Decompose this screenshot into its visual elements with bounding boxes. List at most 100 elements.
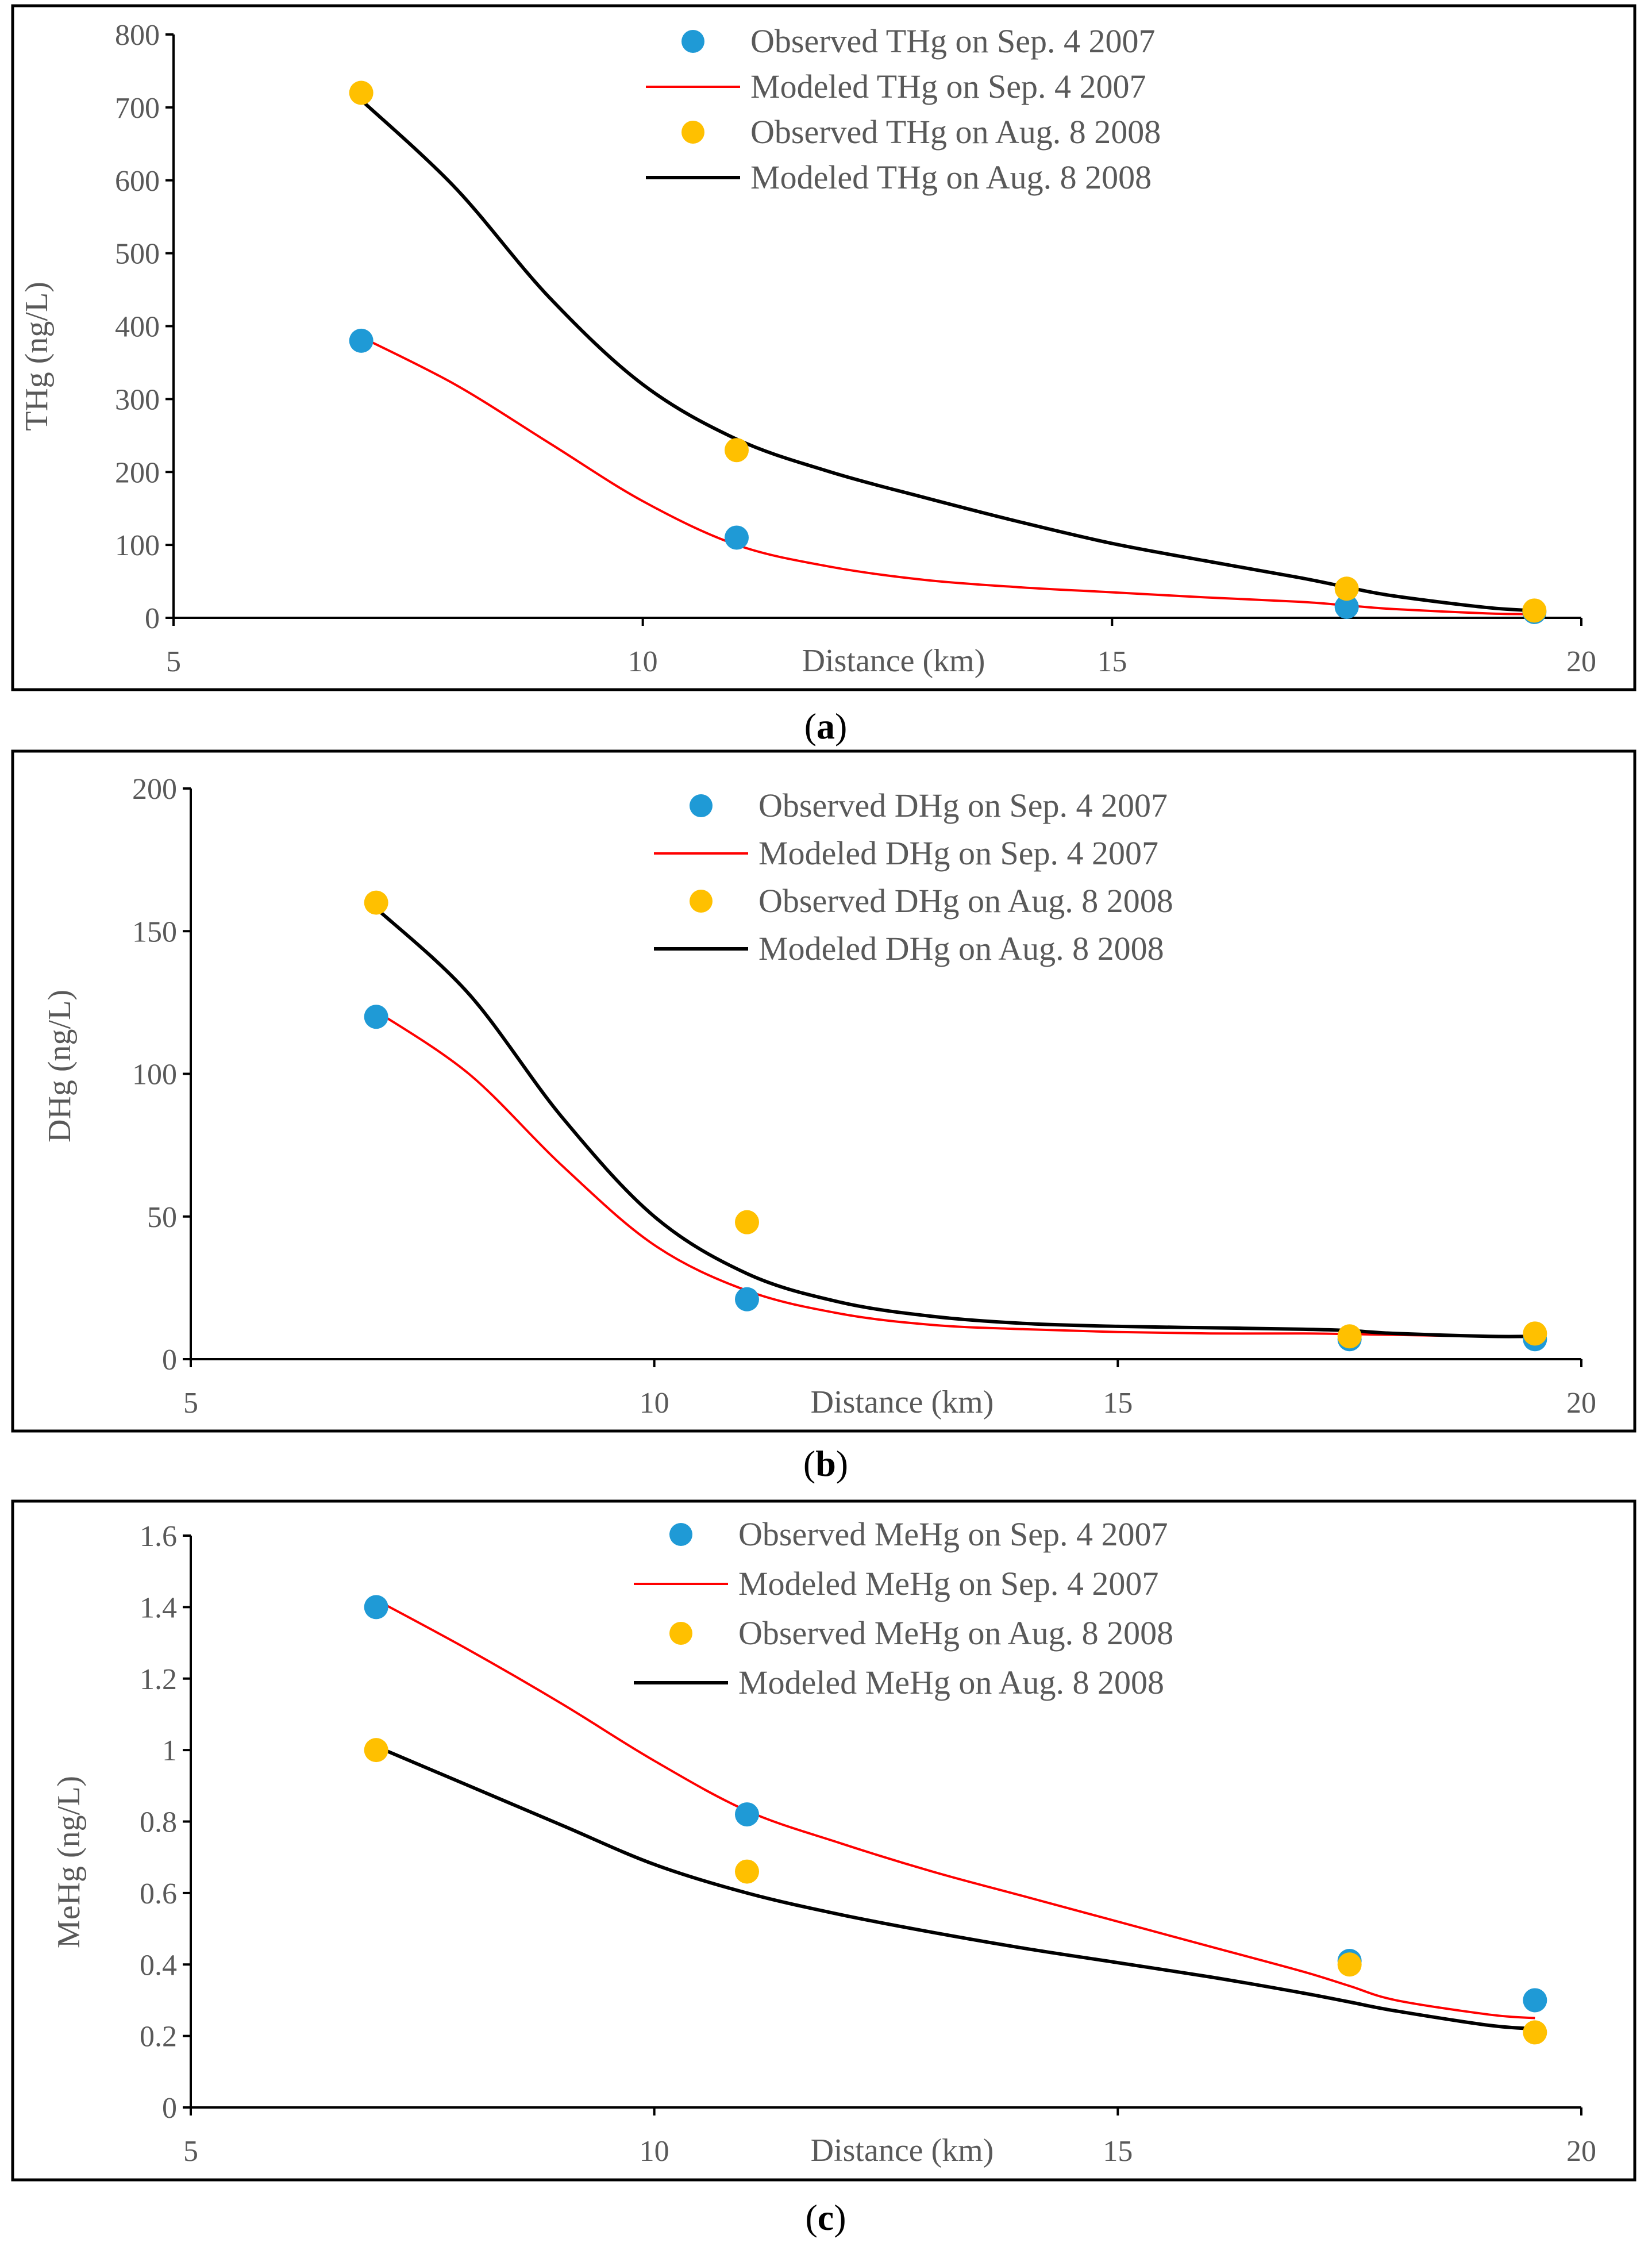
y-tick-label: 100: [132, 1059, 177, 1091]
legend-label-1: Modeled MeHg on Sep. 4 2007: [738, 1565, 1158, 1602]
panel-caption: (a): [804, 706, 848, 747]
legend-marker-0: [690, 794, 713, 817]
chart-panel-a: 0 100 200 300 400 500 600 700 800 5 10 15 20 Distance…: [11, 4, 1636, 747]
caption-paren-open: (: [805, 2197, 817, 2238]
y-tick-label: 0: [162, 2092, 177, 2125]
y-axis-label: THg (ng/L): [19, 282, 55, 431]
legend-label-3: Modeled THg on Aug. 8 2008: [750, 159, 1152, 196]
y-tick-label: 200: [132, 773, 177, 806]
panel-frame: [11, 1499, 1636, 2182]
data-point-2-1: [735, 1210, 759, 1234]
data-point-2-3: [1523, 2020, 1547, 2045]
legend-label-2: Observed MeHg on Aug. 8 2008: [738, 1614, 1173, 1652]
legend-marker-2: [681, 121, 704, 144]
x-axis-label: Distance (km): [811, 1384, 994, 1420]
caption-paren-close: ): [834, 2197, 846, 2238]
series-line-3: [375, 1745, 1535, 2031]
caption-paren-open: (: [804, 706, 817, 747]
y-tick-label: 1.4: [140, 1591, 177, 1624]
x-tick-label: 5: [183, 1387, 198, 1420]
caption-paren-close: ): [836, 1443, 848, 1484]
data-point-2-0: [349, 80, 373, 105]
y-tick-label: 50: [147, 1201, 177, 1234]
y-tick-label: 500: [115, 238, 160, 271]
x-tick-label: 20: [1566, 645, 1596, 678]
panel-frame: [11, 4, 1636, 691]
y-tick-label: 100: [115, 529, 160, 562]
legend-label-0: Observed MeHg on Sep. 4 2007: [738, 1516, 1168, 1553]
x-tick-label: 20: [1566, 1387, 1596, 1420]
x-tick-label: 10: [628, 645, 658, 678]
y-tick-label: 150: [132, 916, 177, 948]
legend-label-0: Observed DHg on Sep. 4 2007: [758, 787, 1168, 824]
legend: Observed MeHg on Sep. 4 2007 Modeled MeHg…: [634, 1516, 1173, 1701]
x-tick-label: 15: [1097, 645, 1127, 678]
legend-label-0: Observed THg on Sep. 4 2007: [750, 22, 1156, 60]
y-tick-label: 0.8: [140, 1806, 177, 1839]
y-axis-label: DHg (ng/L): [42, 990, 78, 1143]
legend-label-1: Modeled THg on Sep. 4 2007: [750, 68, 1146, 105]
x-tick-label: 20: [1566, 2135, 1596, 2168]
data-point-2-2: [1337, 1324, 1362, 1349]
panel-caption: (c): [805, 2197, 846, 2238]
y-tick-label: 0.2: [140, 2021, 177, 2053]
data-point-0-0: [349, 328, 373, 353]
y-tick-label: 1: [162, 1734, 177, 1767]
data-point-0-0: [364, 1005, 388, 1029]
legend-marker-0: [669, 1523, 692, 1546]
x-tick-label: 15: [1103, 2135, 1133, 2168]
data-point-0-3: [1523, 1988, 1547, 2013]
chart-panel-c: 0 0.2 0.4 0.6 0.8 1 1.2 1.4 1.6 5 10 15 20 Distance (…: [11, 1499, 1636, 2238]
y-tick-label: 0.4: [140, 1949, 177, 1982]
x-tick-label: 5: [166, 645, 181, 678]
y-tick-label: 0: [162, 1344, 177, 1376]
x-axis-label: Distance (km): [811, 2133, 994, 2168]
data-point-2-0: [364, 1738, 388, 1763]
x-tick-label: 10: [640, 1387, 669, 1420]
y-tick-label: 700: [115, 92, 160, 125]
legend-marker-2: [669, 1622, 692, 1645]
x-tick-label: 5: [183, 2135, 198, 2168]
y-tick-label: 400: [115, 311, 160, 344]
data-point-0-1: [735, 1802, 759, 1827]
caption-paren-open: (: [803, 1443, 815, 1484]
x-tick-label: 10: [640, 2135, 669, 2168]
y-tick-label: 800: [115, 19, 160, 52]
data-point-0-2: [1334, 594, 1359, 619]
legend-label-3: Modeled DHg on Aug. 8 2008: [758, 930, 1164, 967]
legend-label-3: Modeled MeHg on Aug. 8 2008: [738, 1664, 1164, 1701]
legend-label-2: Observed THg on Aug. 8 2008: [750, 113, 1161, 151]
y-tick-label: 200: [115, 456, 160, 489]
data-point-0-0: [364, 1595, 388, 1620]
legend-marker-0: [681, 30, 704, 53]
caption-paren-close: ): [835, 706, 847, 747]
data-point-2-2: [1334, 576, 1359, 601]
legend-marker-2: [690, 890, 713, 913]
y-tick-label: 300: [115, 383, 160, 416]
y-tick-label: 1.6: [140, 1520, 177, 1553]
panel-frame: [11, 749, 1636, 1433]
data-point-2-3: [1523, 1321, 1547, 1346]
y-tick-label: 600: [115, 165, 160, 198]
legend-label-2: Observed DHg on Aug. 8 2008: [758, 882, 1173, 920]
series-line-3: [375, 907, 1535, 1338]
data-point-0-1: [725, 525, 749, 550]
chart-panel-b: 0 50 100 150 200 5 10 15 20 Distance (km) DHg (ng/…: [11, 749, 1636, 1484]
data-point-2-2: [1337, 1952, 1362, 1977]
series-line-1: [360, 336, 1535, 616]
series-line-1: [375, 1599, 1535, 2020]
data-point-0-1: [735, 1287, 759, 1311]
legend: Observed DHg on Sep. 4 2007 Modeled DHg o…: [654, 787, 1173, 967]
legend: Observed THg on Sep. 4 2007 Modeled THg o…: [646, 22, 1161, 196]
x-tick-label: 15: [1103, 1387, 1133, 1420]
series-line-1: [375, 1010, 1535, 1338]
y-tick-label: 0: [145, 602, 160, 635]
y-axis-label: MeHg (ng/L): [51, 1776, 87, 1948]
x-axis-label: Distance (km): [802, 643, 985, 679]
caption-letter: a: [817, 706, 835, 747]
y-tick-label: 1.2: [140, 1663, 177, 1696]
caption-letter: b: [815, 1443, 836, 1484]
legend-label-1: Modeled DHg on Sep. 4 2007: [758, 834, 1158, 872]
data-point-2-0: [364, 890, 388, 915]
